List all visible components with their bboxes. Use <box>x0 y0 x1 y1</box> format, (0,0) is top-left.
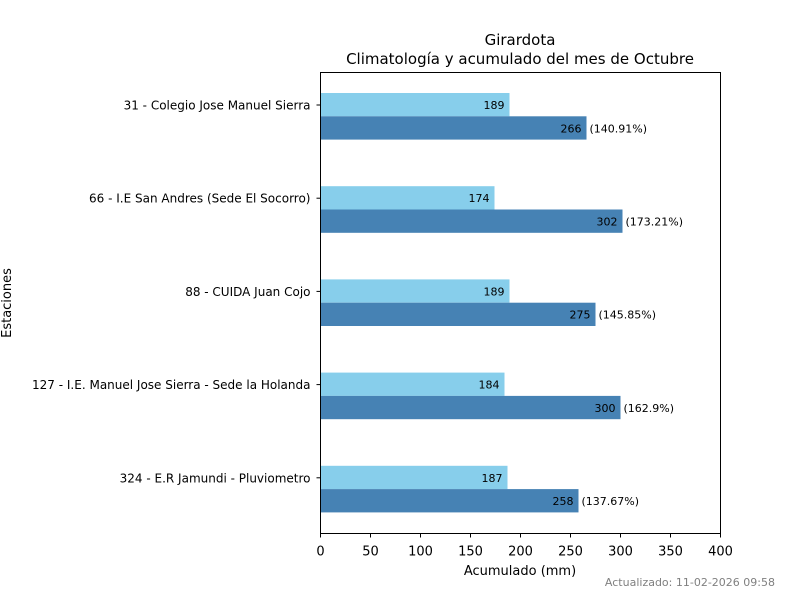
x-tick-label: 0 <box>316 545 324 560</box>
data-label-percent: (140.91%) <box>590 122 648 135</box>
x-tick-label: 150 <box>458 545 483 560</box>
data-label-acumulado: 258 <box>553 495 574 508</box>
bar-climatologia <box>320 93 510 117</box>
y-tick-label: 66 - I.E San Andres (Sede El Socorro) <box>89 192 310 206</box>
bar-climatologia <box>320 279 510 303</box>
y-tick-label: 88 - CUIDA Juan Cojo <box>185 285 310 299</box>
bar-acumulado <box>320 302 596 326</box>
bar-climatologia <box>320 465 508 490</box>
data-label-percent: (137.67%) <box>582 495 640 508</box>
x-tick-label: 400 <box>708 545 733 560</box>
data-label-percent: (162.9%) <box>624 402 675 415</box>
x-tick-label: 250 <box>558 545 583 560</box>
bar-acumulado <box>320 489 579 513</box>
chart-title: Girardota <box>485 31 556 49</box>
data-label-acumulado: 275 <box>570 309 591 322</box>
x-axis-label: Acumulado (mm) <box>464 564 576 579</box>
bar-climatologia <box>320 372 505 396</box>
y-tick-label: 127 - I.E. Manuel Jose Sierra - Sede la … <box>32 378 310 392</box>
data-label-climatologia: 189 <box>484 99 505 112</box>
y-tick-label: 31 - Colegio Jose Manuel Sierra <box>124 99 311 113</box>
y-axis-label: Estaciones <box>0 268 15 338</box>
data-label-acumulado: 302 <box>597 216 618 229</box>
data-label-climatologia: 189 <box>484 285 505 298</box>
x-tick-label: 300 <box>608 545 633 560</box>
data-label-percent: (173.21%) <box>626 216 684 229</box>
chart-subtitle: Climatología y acumulado del mes de Octu… <box>346 50 694 68</box>
data-label-acumulado: 300 <box>595 402 616 415</box>
data-label-climatologia: 184 <box>479 379 500 392</box>
x-tick-label: 350 <box>658 545 683 560</box>
bar-acumulado <box>320 209 623 233</box>
plot-frame <box>320 72 721 534</box>
bar-climatologia <box>320 186 495 210</box>
data-label-climatologia: 187 <box>482 472 503 485</box>
data-label-acumulado: 266 <box>561 122 582 135</box>
data-label-percent: (145.85%) <box>599 309 657 322</box>
x-tick-label: 100 <box>408 545 433 560</box>
y-tick-label: 324 - E.R Jamundi - Pluviometro <box>120 471 311 485</box>
bar-acumulado <box>320 116 587 140</box>
x-tick-label: 200 <box>508 545 533 560</box>
x-tick-label: 50 <box>362 545 379 560</box>
updated-timestamp: Actualizado: 11-02-2026 09:58 <box>605 576 775 589</box>
bar-acumulado <box>320 395 621 420</box>
data-label-climatologia: 174 <box>469 192 490 205</box>
